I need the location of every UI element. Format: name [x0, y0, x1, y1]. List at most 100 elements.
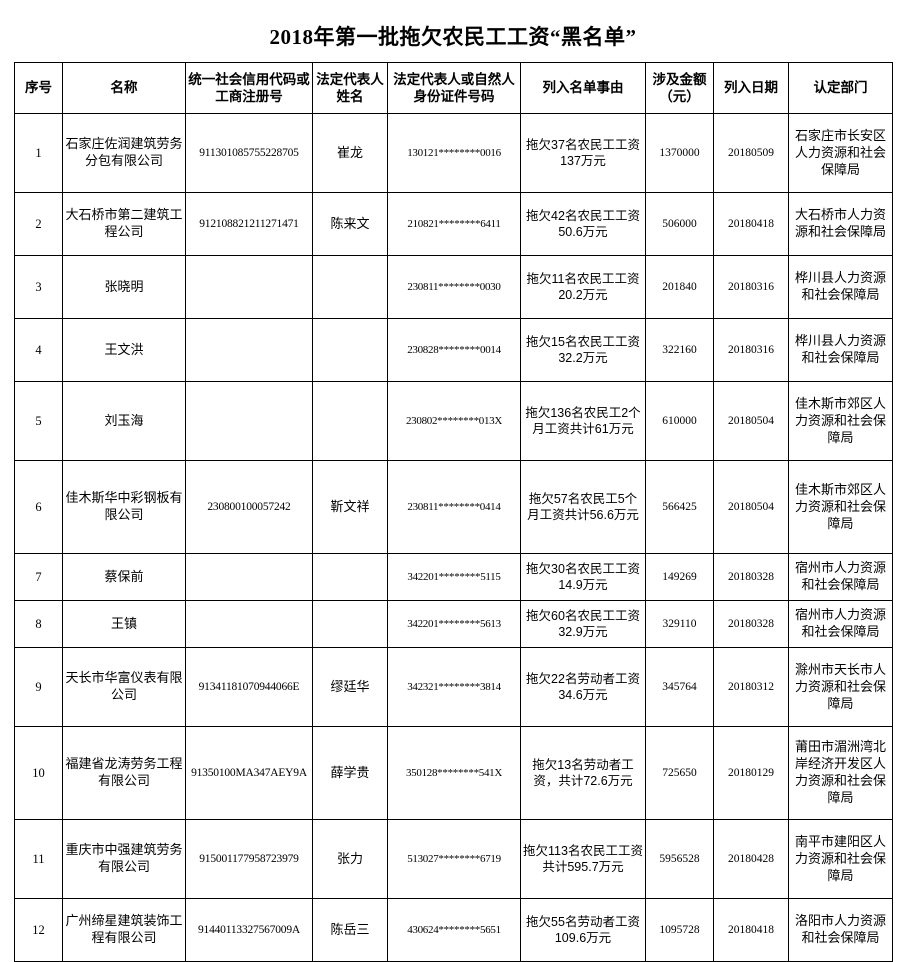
cell-listing-reason: 拖欠11名农民工工资20.2万元	[520, 255, 646, 320]
cell-credit-code: 230800100057242	[185, 460, 313, 555]
cell-legal-representative	[312, 553, 388, 602]
cell-credit-code: 91341181070944066E	[185, 647, 313, 728]
table-row: 10 福建省龙涛劳务工程有限公司 91350100MA347AEY9A 薛学贵 3501…	[14, 726, 893, 821]
table-row: 9 天长市华富仪表有限公司 91341181070944066E 缪廷华 342321*…	[14, 647, 893, 728]
cell-legal-representative	[312, 255, 388, 320]
column-header-amount: 涉及金额（元）	[645, 62, 714, 115]
cell-entity-name: 石家庄佐润建筑劳务分包有限公司	[62, 113, 186, 194]
cell-credit-code	[185, 381, 313, 462]
cell-id-number: 513027********6719	[387, 819, 521, 900]
cell-determining-authority: 宿州市人力资源和社会保障局	[788, 553, 893, 602]
cell-listing-reason: 拖欠57名农民工5个月工资共计56.6万元	[520, 460, 646, 555]
cell-amount-involved: 322160	[645, 318, 714, 383]
cell-row-index: 5	[14, 381, 63, 462]
cell-amount-involved: 149269	[645, 553, 714, 602]
cell-listing-reason: 拖欠55名劳动者工资109.6万元	[520, 898, 646, 962]
cell-listing-date: 20180316	[713, 318, 789, 383]
cell-credit-code: 915001177958723979	[185, 819, 313, 900]
cell-entity-name: 天长市华富仪表有限公司	[62, 647, 186, 728]
cell-legal-representative: 薛学贵	[312, 726, 388, 821]
cell-entity-name: 王文洪	[62, 318, 186, 383]
cell-listing-date: 20180504	[713, 460, 789, 555]
cell-row-index: 4	[14, 318, 63, 383]
cell-credit-code: 912108821211271471	[185, 192, 313, 257]
cell-legal-representative: 陈岳三	[312, 898, 388, 962]
column-header-credit-code: 统一社会信用代码或工商注册号	[185, 62, 313, 115]
column-header-list-date: 列入日期	[713, 62, 789, 115]
cell-entity-name: 佳木斯华中彩钢板有限公司	[62, 460, 186, 555]
cell-id-number: 230811********0414	[387, 460, 521, 555]
cell-determining-authority: 石家庄市长安区人力资源和社会保障局	[788, 113, 893, 194]
cell-legal-representative	[312, 318, 388, 383]
cell-credit-code: 911301085755228705	[185, 113, 313, 194]
page-title: 2018年第一批拖欠农民工工资“黑名单”	[269, 25, 637, 49]
cell-entity-name: 福建省龙涛劳务工程有限公司	[62, 726, 186, 821]
column-header-reason: 列入名单事由	[520, 62, 646, 115]
cell-row-index: 12	[14, 898, 63, 962]
cell-listing-reason: 拖欠60名农民工工资32.9万元	[520, 600, 646, 649]
table-row: 3 张晓明 230811********0030 拖欠11名农民工工资20.2万元 20…	[14, 255, 893, 320]
cell-legal-representative: 缪廷华	[312, 647, 388, 728]
cell-id-number: 342321********3814	[387, 647, 521, 728]
cell-legal-representative: 靳文祥	[312, 460, 388, 555]
column-header-id-number: 法定代表人或自然人身份证件号码	[387, 62, 521, 115]
table-row: 2 大石桥市第二建筑工程公司 912108821211271471 陈来文 210821…	[14, 192, 893, 257]
table-row: 6 佳木斯华中彩钢板有限公司 230800100057242 靳文祥 230811***…	[14, 460, 893, 555]
cell-determining-authority: 桦川县人力资源和社会保障局	[788, 255, 893, 320]
cell-listing-date: 20180418	[713, 898, 789, 962]
cell-legal-representative: 陈来文	[312, 192, 388, 257]
cell-id-number: 210821********6411	[387, 192, 521, 257]
cell-amount-involved: 566425	[645, 460, 714, 555]
document-page: 2018年第一批拖欠农民工工资“黑名单” 序号 名称 统一社会信用代码或工商注册…	[14, 25, 893, 962]
cell-row-index: 11	[14, 819, 63, 900]
cell-listing-date: 20180316	[713, 255, 789, 320]
cell-listing-date: 20180418	[713, 192, 789, 257]
column-header-authority: 认定部门	[788, 62, 893, 115]
cell-listing-reason: 拖欠22名劳动者工资34.6万元	[520, 647, 646, 728]
cell-amount-involved: 201840	[645, 255, 714, 320]
cell-determining-authority: 大石桥市人力资源和社会保障局	[788, 192, 893, 257]
table-row: 5 刘玉海 230802********013X 拖欠136名农民工2个月工资共计61…	[14, 381, 893, 462]
cell-row-index: 3	[14, 255, 63, 320]
cell-determining-authority: 莆田市湄洲湾北岸经济开发区人力资源和社会保障局	[788, 726, 893, 821]
table-row: 4 王文洪 230828********0014 拖欠15名农民工工资32.2万元 32…	[14, 318, 893, 383]
cell-amount-involved: 1370000	[645, 113, 714, 194]
cell-credit-code	[185, 255, 313, 320]
table-body: 1 石家庄佐润建筑劳务分包有限公司 911301085755228705 崔龙 1301…	[14, 113, 893, 962]
cell-listing-date: 20180504	[713, 381, 789, 462]
cell-listing-date: 20180328	[713, 553, 789, 602]
cell-determining-authority: 滁州市天长市人力资源和社会保障局	[788, 647, 893, 728]
cell-legal-representative	[312, 600, 388, 649]
cell-listing-date: 20180129	[713, 726, 789, 821]
cell-id-number: 130121********0016	[387, 113, 521, 194]
cell-id-number: 230802********013X	[387, 381, 521, 462]
cell-row-index: 8	[14, 600, 63, 649]
table-row: 12 广州缔星建筑装饰工程有限公司 91440113327567009A 陈岳三 430…	[14, 898, 893, 962]
table-row: 7 蔡保前 342201********5115 拖欠30名农民工工资14.9万元 14…	[14, 553, 893, 602]
cell-row-index: 1	[14, 113, 63, 194]
cell-amount-involved: 329110	[645, 600, 714, 649]
cell-id-number: 350128********541X	[387, 726, 521, 821]
cell-listing-reason: 拖欠136名农民工2个月工资共计61万元	[520, 381, 646, 462]
cell-amount-involved: 345764	[645, 647, 714, 728]
table-row: 11 重庆市中强建筑劳务有限公司 915001177958723979 张力 51302…	[14, 819, 893, 900]
column-header-name: 名称	[62, 62, 186, 115]
cell-id-number: 342201********5115	[387, 553, 521, 602]
table-header: 序号 名称 统一社会信用代码或工商注册号 法定代表人姓名 法定代表人或自然人身份…	[14, 62, 893, 115]
cell-id-number: 230828********0014	[387, 318, 521, 383]
cell-determining-authority: 宿州市人力资源和社会保障局	[788, 600, 893, 649]
cell-amount-involved: 725650	[645, 726, 714, 821]
cell-credit-code	[185, 600, 313, 649]
cell-determining-authority: 佳木斯市郊区人力资源和社会保障局	[788, 381, 893, 462]
cell-amount-involved: 506000	[645, 192, 714, 257]
cell-listing-date: 20180428	[713, 819, 789, 900]
cell-listing-reason: 拖欠30名农民工工资14.9万元	[520, 553, 646, 602]
cell-id-number: 230811********0030	[387, 255, 521, 320]
cell-row-index: 10	[14, 726, 63, 821]
cell-credit-code	[185, 318, 313, 383]
cell-amount-involved: 5956528	[645, 819, 714, 900]
cell-entity-name: 大石桥市第二建筑工程公司	[62, 192, 186, 257]
cell-determining-authority: 佳木斯市郊区人力资源和社会保障局	[788, 460, 893, 555]
cell-listing-reason: 拖欠113名农民工工资共计595.7万元	[520, 819, 646, 900]
cell-id-number: 342201********5613	[387, 600, 521, 649]
